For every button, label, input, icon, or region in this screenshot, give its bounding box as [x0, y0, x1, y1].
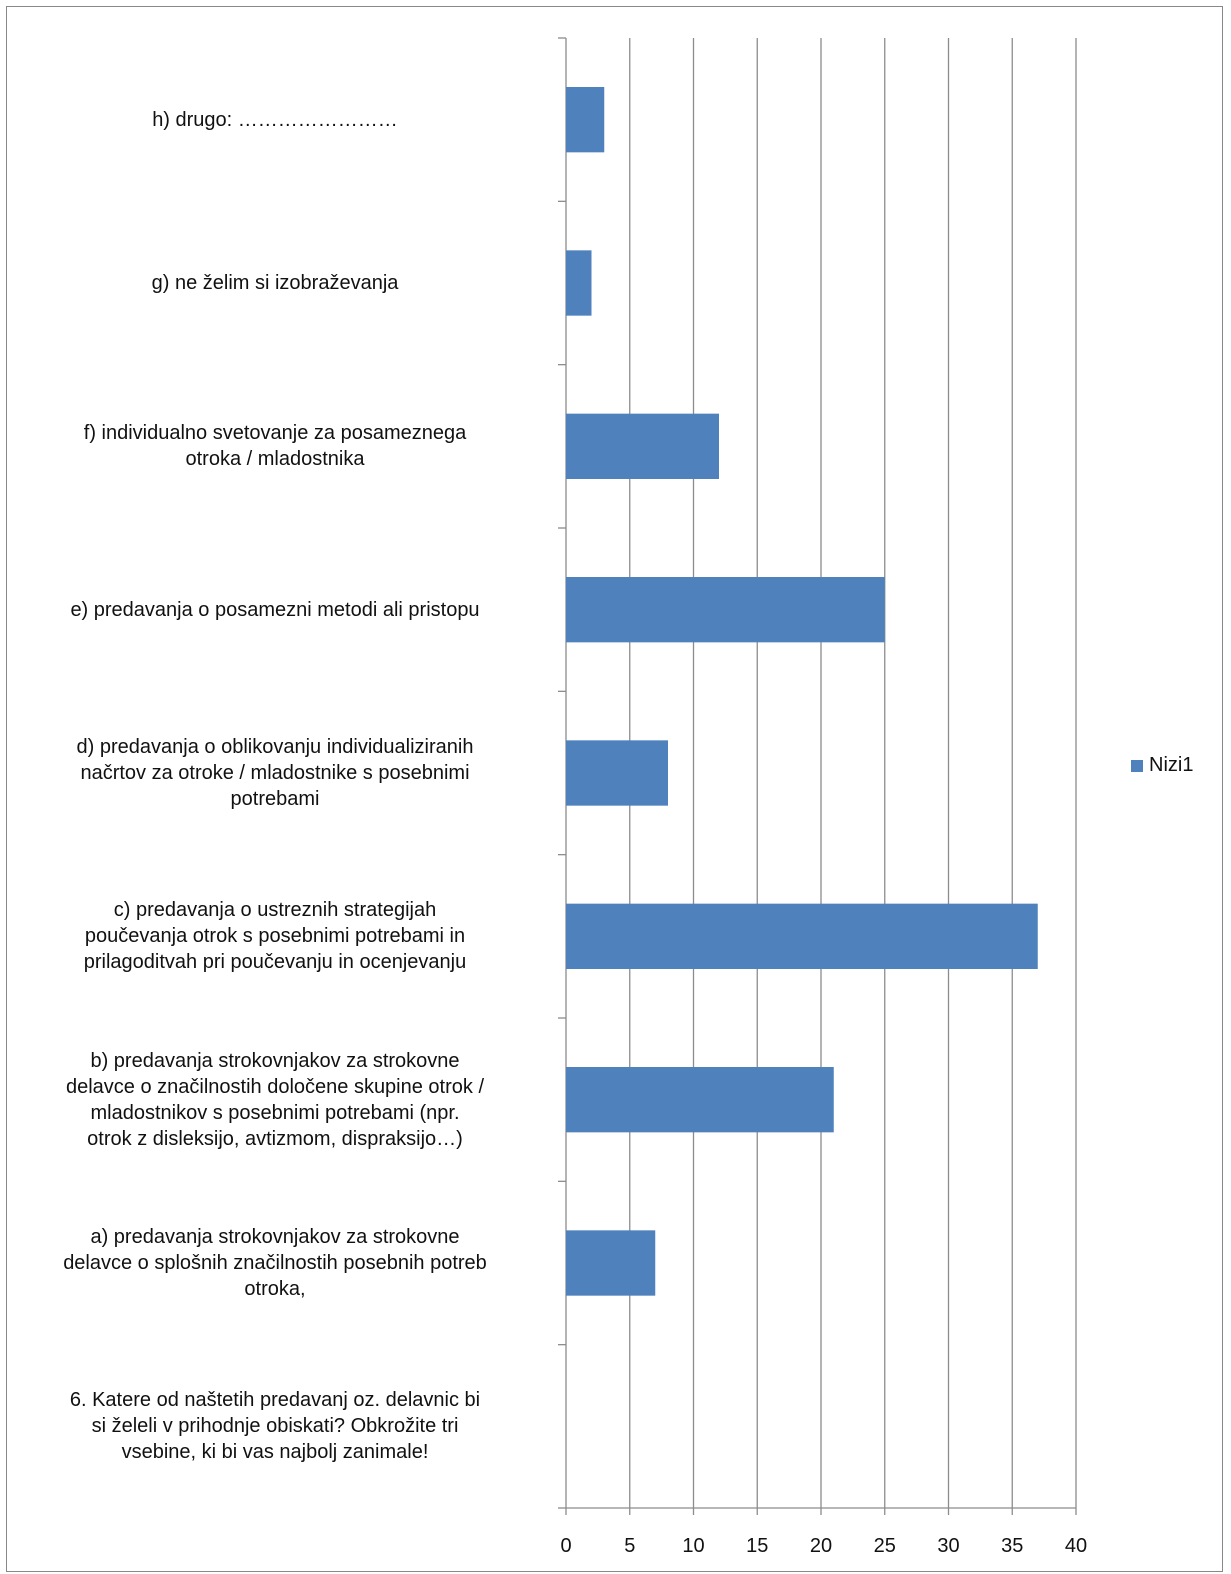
- legend-swatch: [1131, 759, 1143, 772]
- bar: [566, 1230, 656, 1296]
- bar: [566, 413, 719, 479]
- category-label: c) predavanja o ustreznih strategijah po…: [83, 899, 467, 974]
- x-tick-label: 20: [809, 1535, 833, 1557]
- bar: [566, 740, 668, 806]
- bar: [566, 577, 885, 643]
- legend: Nizi1: [1131, 754, 1193, 777]
- x-tick-label: 0: [560, 1535, 572, 1557]
- category-label: d) predavanja o oblikovanju individualiz…: [76, 736, 474, 810]
- category-label: e) predavanja o posamezni metodi ali pri…: [70, 598, 480, 621]
- x-tick-label: 10: [682, 1535, 705, 1557]
- x-tick-label: 5: [624, 1535, 636, 1557]
- x-tick-label: 15: [746, 1535, 769, 1557]
- x-tick-label: 25: [873, 1535, 896, 1557]
- bar: [566, 1067, 834, 1133]
- category-label: b) predavanja strokovnjakov za strokovne…: [65, 1049, 485, 1150]
- category-label: a) predavanja strokovnjakov za strokovne…: [63, 1226, 487, 1300]
- x-tick-label: 30: [937, 1535, 960, 1557]
- x-tick-label: 35: [1001, 1535, 1024, 1557]
- bar: [566, 87, 605, 153]
- category-label: h) drugo: ……………………: [152, 108, 398, 131]
- bar: [566, 903, 1038, 969]
- legend-label: Nizi1: [1149, 754, 1194, 776]
- bar: [566, 250, 592, 316]
- category-label: 6. Katere od naštetih predavanj oz. dela…: [69, 1389, 481, 1464]
- category-label: f) individualno svetovanje za posamezneg…: [83, 422, 467, 471]
- x-tick-label: 40: [1064, 1535, 1088, 1557]
- category-label: g) ne želim si izobraževanja: [151, 272, 399, 294]
